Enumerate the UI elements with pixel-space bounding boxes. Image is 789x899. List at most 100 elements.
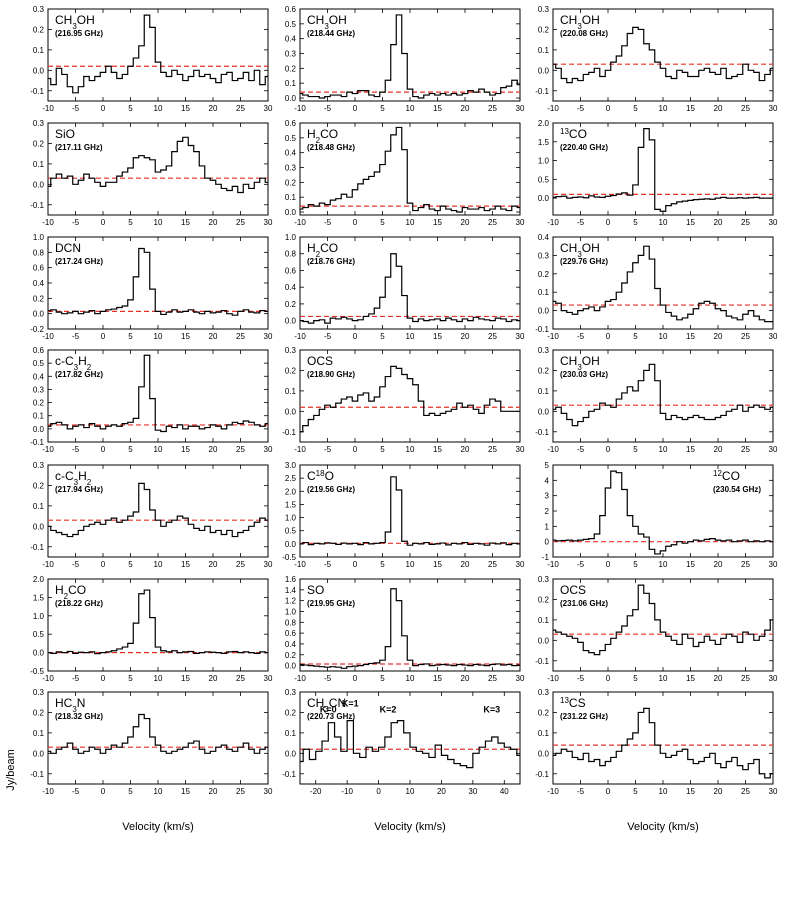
x-tick-label: 10 — [406, 445, 415, 454]
y-tick-label: 0.0 — [33, 649, 45, 658]
x-tick-label: -5 — [72, 104, 80, 113]
y-tick-label: 0.1 — [33, 46, 45, 55]
x-tick-label: 15 — [181, 218, 190, 227]
plot-frame — [299, 578, 521, 672]
x-tick-label: 20 — [209, 332, 218, 341]
y-tick-label: 0.2 — [538, 270, 550, 279]
x-tick-label: -10 — [42, 560, 54, 569]
x-tick-label: 20 — [461, 104, 470, 113]
x-tick-label: 15 — [433, 104, 442, 113]
molecule-label: 13CO — [560, 127, 587, 142]
spectrum-panel: -10 -5 0 5 10 15 20 25 30 -0.1 0.0 0.1 0.2 0.3 HC3N(21… — [30, 688, 273, 796]
y-tick-label: 0.2 — [285, 178, 297, 187]
spectrum-line — [48, 354, 268, 433]
x-tick-label: -10 — [547, 560, 559, 569]
x-tick-label: 30 — [264, 560, 273, 569]
spectrum-panel: -10 -5 0 5 10 15 20 25 30 -0.1 0.0 0.1 0.2 0.3 c-C3H2(… — [30, 461, 273, 569]
y-tick-label: 0.0 — [285, 407, 297, 416]
frequency-label: (217.82 GHz) — [55, 370, 103, 379]
y-tick-label: -0.1 — [30, 87, 44, 96]
y-tick-label: 0.5 — [33, 359, 45, 368]
y-tick-label: 0.3 — [285, 688, 297, 697]
x-tick-label: 30 — [264, 218, 273, 227]
y-tick-label: 1.0 — [538, 157, 550, 166]
x-tick-label: 30 — [516, 445, 525, 454]
x-tick-label: 25 — [488, 560, 497, 569]
molecule-label: H2CO — [55, 583, 86, 601]
y-tick-label: 0.3 — [285, 346, 297, 355]
molecule-label: 12CO — [713, 469, 740, 484]
y-tick-label: 2.0 — [285, 487, 297, 496]
frequency-label: (231.22 GHz) — [560, 712, 608, 721]
x-tick-label: 0 — [101, 445, 106, 454]
y-tick-label: 0.2 — [538, 366, 550, 375]
y-tick-label: 0.1 — [33, 412, 45, 421]
x-tick-label: 5 — [380, 674, 385, 683]
x-tick-label: -10 — [294, 560, 306, 569]
x-tick-label: 10 — [154, 332, 163, 341]
y-tick-label: 0.2 — [33, 481, 45, 490]
x-tick-label: -5 — [577, 674, 585, 683]
x-tick-label: 30 — [516, 560, 525, 569]
x-tick-label: 25 — [236, 445, 245, 454]
x-tick-label: 0 — [606, 560, 611, 569]
x-tick-label: -5 — [72, 674, 80, 683]
x-tick-label: 15 — [433, 445, 442, 454]
spectrum-line — [553, 707, 773, 779]
x-tick-label: 10 — [154, 104, 163, 113]
y-axis-label: Jy/beam — [5, 749, 17, 791]
spectrum-line — [553, 470, 773, 555]
x-axis-label-col1: Velocity (km/s) — [122, 821, 194, 833]
x-tick-label: 30 — [468, 787, 477, 796]
x-tick-label: 10 — [154, 218, 163, 227]
y-tick-label: -0.5 — [30, 667, 44, 676]
y-tick-label: 0.4 — [285, 35, 297, 44]
spectrum-panel: -20 -10 0 10 20 30 40 -0.1 0.0 0.1 0.2 0.3 CH3CN(220… — [282, 688, 521, 796]
x-tick-label: 25 — [741, 560, 750, 569]
x-tick-label: 25 — [488, 218, 497, 227]
x-tick-label: 20 — [461, 674, 470, 683]
x-tick-label: -5 — [577, 104, 585, 113]
y-tick-label: 3 — [545, 492, 550, 501]
spectrum-panel: -10 -5 0 5 10 15 20 25 30 -0.1 0.0 0.1 0.2 0.3 CH3OH(2… — [535, 5, 778, 113]
x-tick-label: 0 — [101, 560, 106, 569]
y-tick-label: 0.0 — [285, 94, 297, 103]
y-tick-label: 1.6 — [285, 575, 297, 584]
y-tick-label: 5 — [545, 461, 550, 470]
x-tick-label: 10 — [154, 560, 163, 569]
spectrum-line — [300, 365, 520, 433]
x-tick-label: -10 — [294, 218, 306, 227]
x-tick-label: 0 — [606, 445, 611, 454]
x-tick-label: -10 — [294, 104, 306, 113]
spectrum-line — [553, 128, 773, 212]
y-tick-label: 0.1 — [33, 502, 45, 511]
y-tick-label: -0.1 — [535, 325, 549, 334]
x-tick-label: 10 — [406, 218, 415, 227]
y-tick-label: 0.1 — [538, 46, 550, 55]
x-tick-label: 10 — [659, 674, 668, 683]
x-tick-label: 20 — [209, 674, 218, 683]
x-tick-label: 15 — [686, 674, 695, 683]
x-tick-label: -5 — [324, 560, 332, 569]
y-tick-label: 0.3 — [285, 164, 297, 173]
spectrum-line — [553, 245, 773, 323]
x-tick-label: 30 — [769, 332, 778, 341]
x-tick-label: 5 — [128, 332, 133, 341]
x-tick-label: -10 — [42, 445, 54, 454]
x-tick-label: 30 — [516, 332, 525, 341]
x-tick-label: 25 — [236, 674, 245, 683]
y-tick-label: 2.0 — [538, 119, 550, 128]
spectrum-line — [300, 588, 520, 669]
spectrum-line — [300, 14, 520, 99]
plot-frame — [552, 464, 774, 558]
y-tick-label: 0.4 — [33, 279, 45, 288]
x-tick-label: 20 — [714, 674, 723, 683]
x-tick-label: 25 — [236, 560, 245, 569]
x-tick-label: 0 — [606, 218, 611, 227]
x-tick-label: -5 — [577, 218, 585, 227]
x-tick-label: 25 — [741, 674, 750, 683]
x-tick-label: 20 — [714, 787, 723, 796]
spectrum-panel: -10 -5 0 5 10 15 20 25 30 -0.1 0.0 0.1 0.2 0.3 OCS (218… — [282, 346, 525, 454]
y-tick-label: 0.0 — [285, 208, 297, 217]
